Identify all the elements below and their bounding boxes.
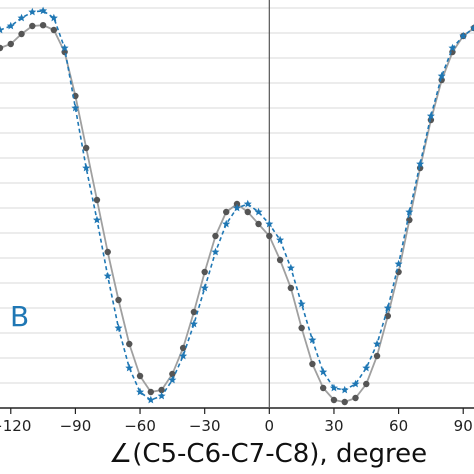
series-point-star [254, 207, 263, 216]
series-point-dot [255, 220, 262, 228]
series-point-dot [50, 26, 58, 34]
series-point-dot [373, 352, 381, 360]
panel-label: B [10, 300, 29, 333]
series-point-star [329, 383, 338, 392]
series-point-dot [115, 296, 122, 304]
series-point-star [103, 271, 112, 280]
series-1 [0, 6, 474, 404]
series-layer [0, 6, 474, 406]
series-point-star [114, 323, 123, 332]
series-point-star [437, 71, 446, 80]
series-point-dot [18, 30, 25, 38]
series-point-star [49, 13, 58, 22]
series-point-dot [363, 380, 370, 388]
series-point-dot [298, 324, 305, 332]
x-tick-label: 30 [324, 417, 343, 435]
x-tick-label: −90 [60, 417, 92, 435]
series-point-dot [309, 360, 316, 368]
series-point-dot [266, 232, 273, 240]
series-point-star [157, 391, 166, 400]
series-point-star [308, 335, 317, 344]
series-point-star [243, 199, 252, 208]
series-point-star [448, 43, 457, 52]
series-point-star [459, 31, 468, 40]
x-tick-label: 90 [454, 417, 473, 435]
series-point-star [351, 379, 360, 388]
series-point-star [146, 395, 155, 404]
series-point-dot [39, 22, 47, 29]
series-point-star [394, 259, 403, 268]
series-point-star [222, 219, 231, 228]
series-point-star [297, 299, 306, 308]
x-tick-label: −60 [124, 417, 156, 435]
series-point-star [82, 163, 91, 172]
series-point-dot [287, 284, 295, 292]
series-point-dot [126, 340, 133, 348]
series-point-star [168, 375, 177, 384]
series-point-star [125, 363, 134, 372]
series-point-star [28, 7, 37, 16]
series-point-dot [179, 344, 187, 352]
x-axis-label: ∠(C5-C6-C7-C8), degree [109, 439, 427, 469]
axes [0, 0, 474, 409]
series-point-dot [212, 232, 219, 240]
series-point-star [17, 13, 26, 22]
series-point-dot [136, 372, 144, 380]
series-point-star [383, 303, 392, 312]
series-point-dot [201, 268, 208, 276]
x-ticks: −120 −90 −60 −30 0 30 60 90 [0, 408, 473, 435]
series-point-star [60, 43, 69, 52]
x-tick-label: −30 [189, 417, 221, 435]
series-point-star [319, 367, 328, 376]
series-point-star [136, 387, 145, 396]
x-tick-label: −120 [0, 417, 31, 435]
series-point-star [211, 247, 220, 256]
series-point-dot [190, 308, 198, 316]
series-point-dot [276, 256, 284, 264]
series-point-star [71, 103, 80, 112]
series-point-dot [384, 312, 392, 320]
series-point-dot [341, 398, 348, 406]
series-point-dot [244, 208, 251, 216]
series-point-dot [0, 44, 4, 52]
series-point-dot [7, 40, 14, 48]
series-point-star [340, 385, 349, 394]
series-point-star [0, 25, 4, 34]
series-point-star [92, 215, 101, 224]
series-point-star [286, 263, 295, 272]
series-point-dot [158, 386, 165, 394]
series-point-star [200, 283, 209, 292]
series-0 [0, 22, 474, 406]
series-point-star [405, 207, 414, 216]
series-point-dot [104, 248, 111, 256]
series-point-dot [223, 208, 230, 216]
x-tick-label: 0 [265, 417, 275, 435]
series-point-star [470, 23, 474, 32]
series-point-star [426, 111, 435, 120]
series-point-dot [319, 384, 327, 392]
series-point-dot [29, 22, 36, 30]
series-point-star [416, 159, 425, 168]
series-point-star [276, 235, 285, 244]
series-point-dot [147, 388, 155, 396]
series-point-star [179, 351, 188, 360]
series-point-dot [169, 370, 176, 378]
x-tick-label: 60 [389, 417, 408, 435]
series-point-star [233, 203, 241, 212]
series-point-star [39, 6, 48, 15]
series-point-dot [82, 144, 90, 152]
series-point-dot [93, 196, 101, 204]
series-point-star [265, 219, 274, 228]
series-point-star [373, 339, 382, 348]
series-point-dot [352, 394, 359, 402]
series-point-star [6, 21, 15, 30]
series-point-star [362, 363, 371, 372]
series-point-star [189, 319, 198, 328]
series-point-dot [330, 396, 338, 404]
